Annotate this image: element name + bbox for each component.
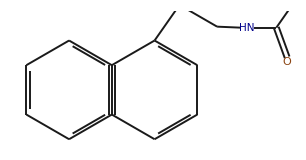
Text: O: O — [283, 57, 292, 67]
Text: HN: HN — [239, 23, 255, 33]
